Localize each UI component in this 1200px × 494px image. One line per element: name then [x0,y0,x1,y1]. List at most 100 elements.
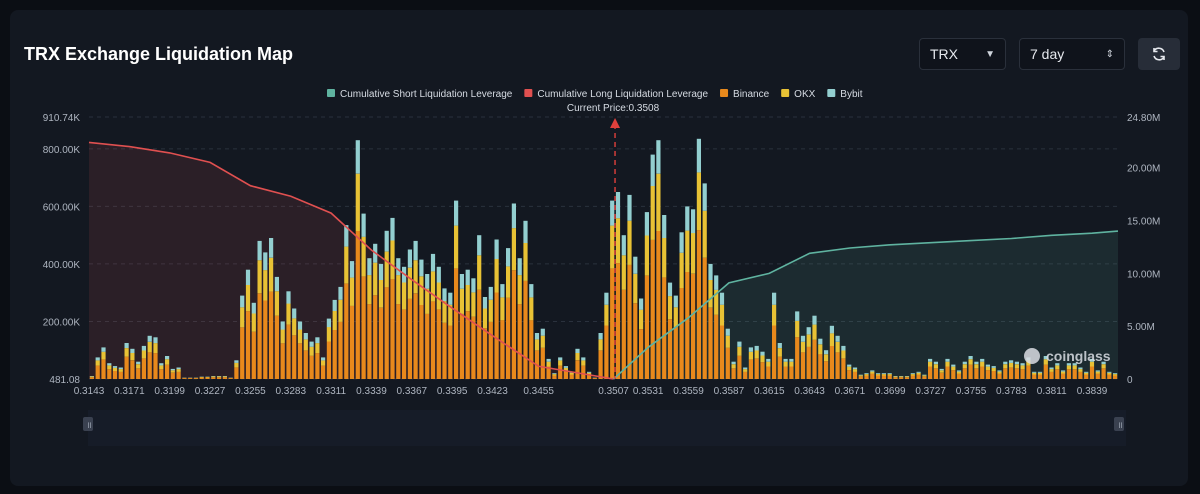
bar-bybit [615,192,621,219]
bar-bybit [968,356,973,360]
chart-panel [10,10,1188,486]
bar-bybit [141,345,146,351]
bar-bybit [1101,361,1106,365]
bar-binance [939,372,944,379]
refresh-button[interactable] [1138,38,1180,70]
legend-item[interactable]: Bybit [827,89,863,100]
x-tick-label: 0.3615 [754,386,785,397]
bar-bybit [419,259,424,277]
bar-okx [991,367,996,371]
legend-item[interactable]: Cumulative Short Liquidation Leverage [327,89,513,100]
bar-binance [714,314,719,379]
bar-binance [326,341,331,379]
bar-okx [141,350,146,359]
bar-okx [517,275,522,305]
bar-binance [107,369,112,379]
bar-okx [367,275,372,305]
bar-binance [604,325,609,379]
bar-okx [465,285,470,312]
x-tick-label: 0.3227 [195,386,226,397]
current-price-marker: Current Price:0.3508 [567,103,660,379]
slider-track[interactable] [88,410,1126,446]
bar-okx [1113,374,1118,376]
bar-binance [1020,369,1025,379]
slider-handle-right[interactable] [1114,417,1124,431]
bar-okx [968,359,973,365]
bar-binance [170,372,175,379]
bar-bybit [800,335,806,342]
bar-okx [482,308,488,329]
bar-binance [772,325,777,379]
bar-okx [471,292,476,317]
x-tick-label: 0.3423 [477,386,508,397]
bar-okx [667,296,673,320]
bar-bybit [245,269,251,285]
bar-bybit [153,337,158,344]
bar-okx [679,252,684,288]
y-left-tick-label: 910.74K [43,113,81,124]
bar-binance [824,361,829,379]
bar-okx [702,210,707,258]
x-tick-label: 0.3699 [875,386,906,397]
bar-bybit [662,215,667,238]
bar-okx [818,344,823,355]
bar-okx [928,361,933,367]
chevron-down-icon: ▼ [985,48,995,60]
bar-bybit [737,341,742,347]
bar-binance [517,304,522,379]
legend-item[interactable]: Cumulative Long Liquidation Leverage [524,89,708,100]
range-select[interactable]: 7 day ⇕ [1019,38,1125,70]
bar-binance [396,304,401,379]
bar-okx [494,259,499,293]
bar-binance [1072,369,1077,379]
x-tick-label: 0.3339 [356,386,387,397]
bar-okx [344,246,349,284]
bar-bybit [540,328,545,336]
bar-bybit [876,373,881,374]
bar-bybit [575,348,580,353]
bar-bybit [112,366,118,368]
bar-bybit [511,203,516,229]
bar-okx [864,374,869,376]
bar-okx [795,320,800,338]
slider-handle-left[interactable] [83,417,93,431]
bar-binance [378,307,384,379]
bar-binance [448,325,453,379]
bar-okx [951,366,956,371]
bar-bybit [124,343,129,348]
bar-bybit [349,261,355,278]
bar-binance [332,330,337,379]
bar-binance [1101,368,1106,379]
legend-item[interactable]: OKX [781,89,816,100]
bar-binance [390,279,395,379]
bar-binance [1089,366,1095,379]
legend-swatch [720,89,729,97]
bar-okx [587,372,592,375]
bar-okx [974,364,979,369]
bar-binance [968,364,973,379]
legend-item[interactable]: Binance [720,89,770,100]
coin-select[interactable]: TRX ▼ [919,38,1006,70]
bar-bybit [529,284,534,298]
bar-okx [118,369,123,372]
bar-bybit [870,370,875,372]
bar-binance [962,368,967,379]
bar-bybit [355,140,360,174]
bar-binance [454,268,459,379]
bar-bybit [442,288,447,302]
bar-bybit [1003,361,1008,365]
bar-bybit [315,337,320,344]
bar-binance [419,305,424,379]
bar-okx [523,242,528,281]
bar-binance [615,263,621,379]
zoom-slider[interactable]: ॥ ॥ [83,410,1126,446]
bar-bybit [702,183,707,211]
bar-bybit [956,370,962,372]
bar-bybit [1037,371,1043,373]
bar-bybit [812,315,817,325]
bar-bybit [991,366,996,368]
y-right-tick-label: 24.80M [1127,113,1160,124]
bar-bybit [321,357,326,361]
bar-okx [448,304,453,326]
bar-okx [841,350,846,359]
